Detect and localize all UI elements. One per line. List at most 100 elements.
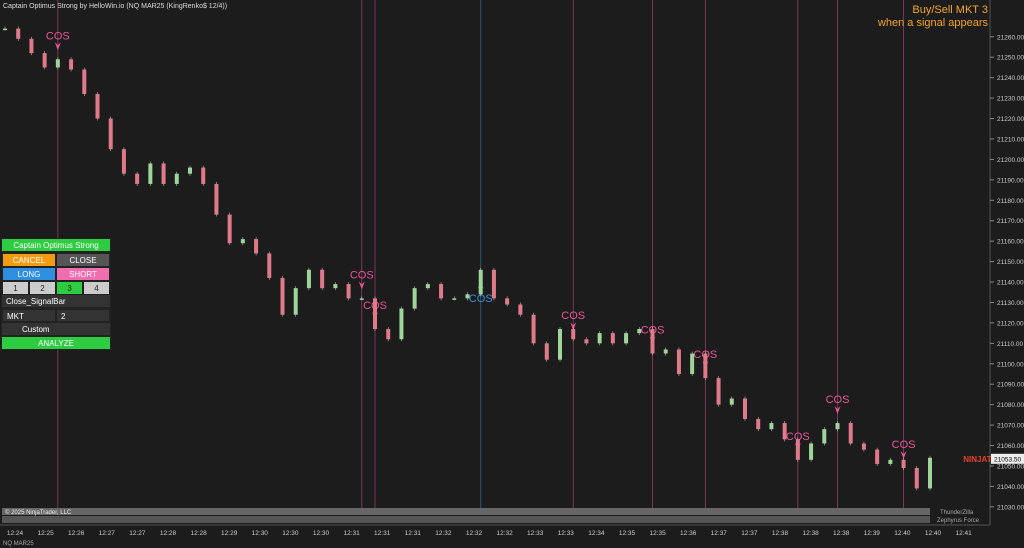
- x-tick-label: 12:33: [527, 530, 544, 537]
- brick: [320, 269, 325, 289]
- brick: [214, 183, 219, 215]
- signal-arrow: [54, 42, 61, 51]
- short-button[interactable]: SHORT: [56, 267, 110, 281]
- brick: [756, 418, 761, 430]
- brick: [888, 459, 893, 464]
- brick: [439, 284, 444, 299]
- brick: [412, 288, 417, 309]
- brick: [584, 339, 589, 344]
- y-tick-label: 21150.00: [997, 259, 1024, 266]
- brick: [333, 284, 338, 289]
- brick: [597, 333, 602, 344]
- signal-label: COS: [892, 439, 916, 451]
- close-button[interactable]: CLOSE: [56, 253, 110, 267]
- y-tick-label: 21040.00: [997, 484, 1024, 491]
- brick: [624, 333, 629, 344]
- y-tick-label: 21080.00: [997, 402, 1024, 409]
- brick: [161, 163, 166, 184]
- y-tick-label: 21260.00: [997, 34, 1024, 41]
- brick: [386, 329, 391, 340]
- y-tick-label: 21230.00: [997, 96, 1024, 103]
- chart-title: Captain Optimus Strong by HelloWin.io (N…: [3, 3, 227, 10]
- panel-title: Captain Optimus Strong: [1, 238, 111, 252]
- indicator-label: Zephyrus Force: [937, 518, 980, 524]
- y-tick-label: 21250.00: [997, 55, 1024, 62]
- x-tick-label: 12:35: [649, 530, 666, 537]
- brick: [148, 163, 153, 184]
- x-tick-label: 12:37: [711, 530, 728, 537]
- brick: [663, 349, 668, 354]
- x-tick-label: 12:24: [7, 530, 24, 537]
- brick: [531, 314, 536, 344]
- brick: [465, 294, 470, 299]
- brick: [16, 28, 21, 39]
- brick: [914, 467, 919, 489]
- order-dropdown[interactable]: MKT: [2, 309, 56, 323]
- analyze-button[interactable]: ANALYZE: [1, 336, 111, 350]
- row: CANCEL CLOSE: [1, 252, 111, 267]
- annotation: Buy/Sell MKT 3: [912, 4, 988, 16]
- x-tick-label: 12:31: [405, 530, 422, 537]
- instrument: NQ MAR25: [3, 541, 34, 547]
- signal-label: COS: [786, 431, 810, 443]
- x-tick-label: 12:40: [925, 530, 942, 537]
- x-tick-label: 12:25: [37, 530, 54, 537]
- brick: [108, 118, 113, 150]
- qty-button[interactable]: 3: [56, 281, 83, 295]
- brick: [809, 443, 814, 460]
- y-tick-label: 21060.00: [997, 443, 1024, 450]
- brick: [743, 398, 747, 419]
- brick: [676, 349, 681, 374]
- brick: [29, 38, 34, 54]
- y-tick-label: 21050.00: [997, 463, 1024, 470]
- brick: [69, 59, 74, 70]
- brick: [121, 149, 126, 174]
- x-tick-label: 12:32: [435, 530, 452, 537]
- brick: [306, 269, 311, 289]
- y-tick-label: 21130.00: [997, 300, 1024, 307]
- y-tick-label: 21090.00: [997, 382, 1024, 389]
- long-button[interactable]: LONG: [2, 267, 56, 281]
- qty-button[interactable]: 1: [2, 281, 29, 295]
- brick: [82, 69, 87, 95]
- y-tick-label: 21240.00: [997, 75, 1024, 82]
- brick: [822, 429, 827, 444]
- x-tick-label: 12:26: [68, 530, 85, 537]
- brick: [3, 28, 7, 31]
- signal-arrow: [834, 406, 841, 415]
- brick: [95, 94, 100, 119]
- mode-dropdown[interactable]: Close_SignalBar: [1, 294, 111, 308]
- signal-label: COS: [826, 394, 850, 406]
- indicator-strip: [2, 516, 930, 523]
- y-tick-label: 21120.00: [997, 320, 1024, 327]
- brick: [861, 443, 866, 450]
- brick: [782, 423, 787, 440]
- x-tick-label: 12:31: [343, 530, 360, 537]
- preset-dropdown[interactable]: Custom: [1, 322, 111, 336]
- x-tick-label: 12:29: [221, 530, 238, 537]
- brick: [610, 333, 615, 344]
- brick: [267, 253, 272, 278]
- brick: [505, 298, 510, 305]
- y-tick-label: 21110.00: [997, 341, 1024, 348]
- signal-label: COS: [561, 310, 585, 322]
- brick: [227, 214, 232, 244]
- brick: [425, 284, 430, 289]
- brick: [558, 329, 562, 360]
- y-tick-label: 21170.00: [997, 218, 1024, 225]
- qty-button[interactable]: 4: [83, 281, 110, 295]
- x-tick-label: 12:38: [802, 530, 819, 537]
- signal-arrow: [900, 450, 907, 459]
- x-tick-label: 12:31: [374, 530, 391, 537]
- qty-button[interactable]: 2: [29, 281, 56, 295]
- count-input[interactable]: 2: [56, 309, 110, 323]
- cancel-button[interactable]: CANCEL: [2, 253, 56, 267]
- x-tick-label: 12:32: [496, 530, 513, 537]
- indicator-strip: [2, 508, 930, 515]
- brick: [835, 423, 840, 430]
- signal-arrow: [570, 322, 577, 331]
